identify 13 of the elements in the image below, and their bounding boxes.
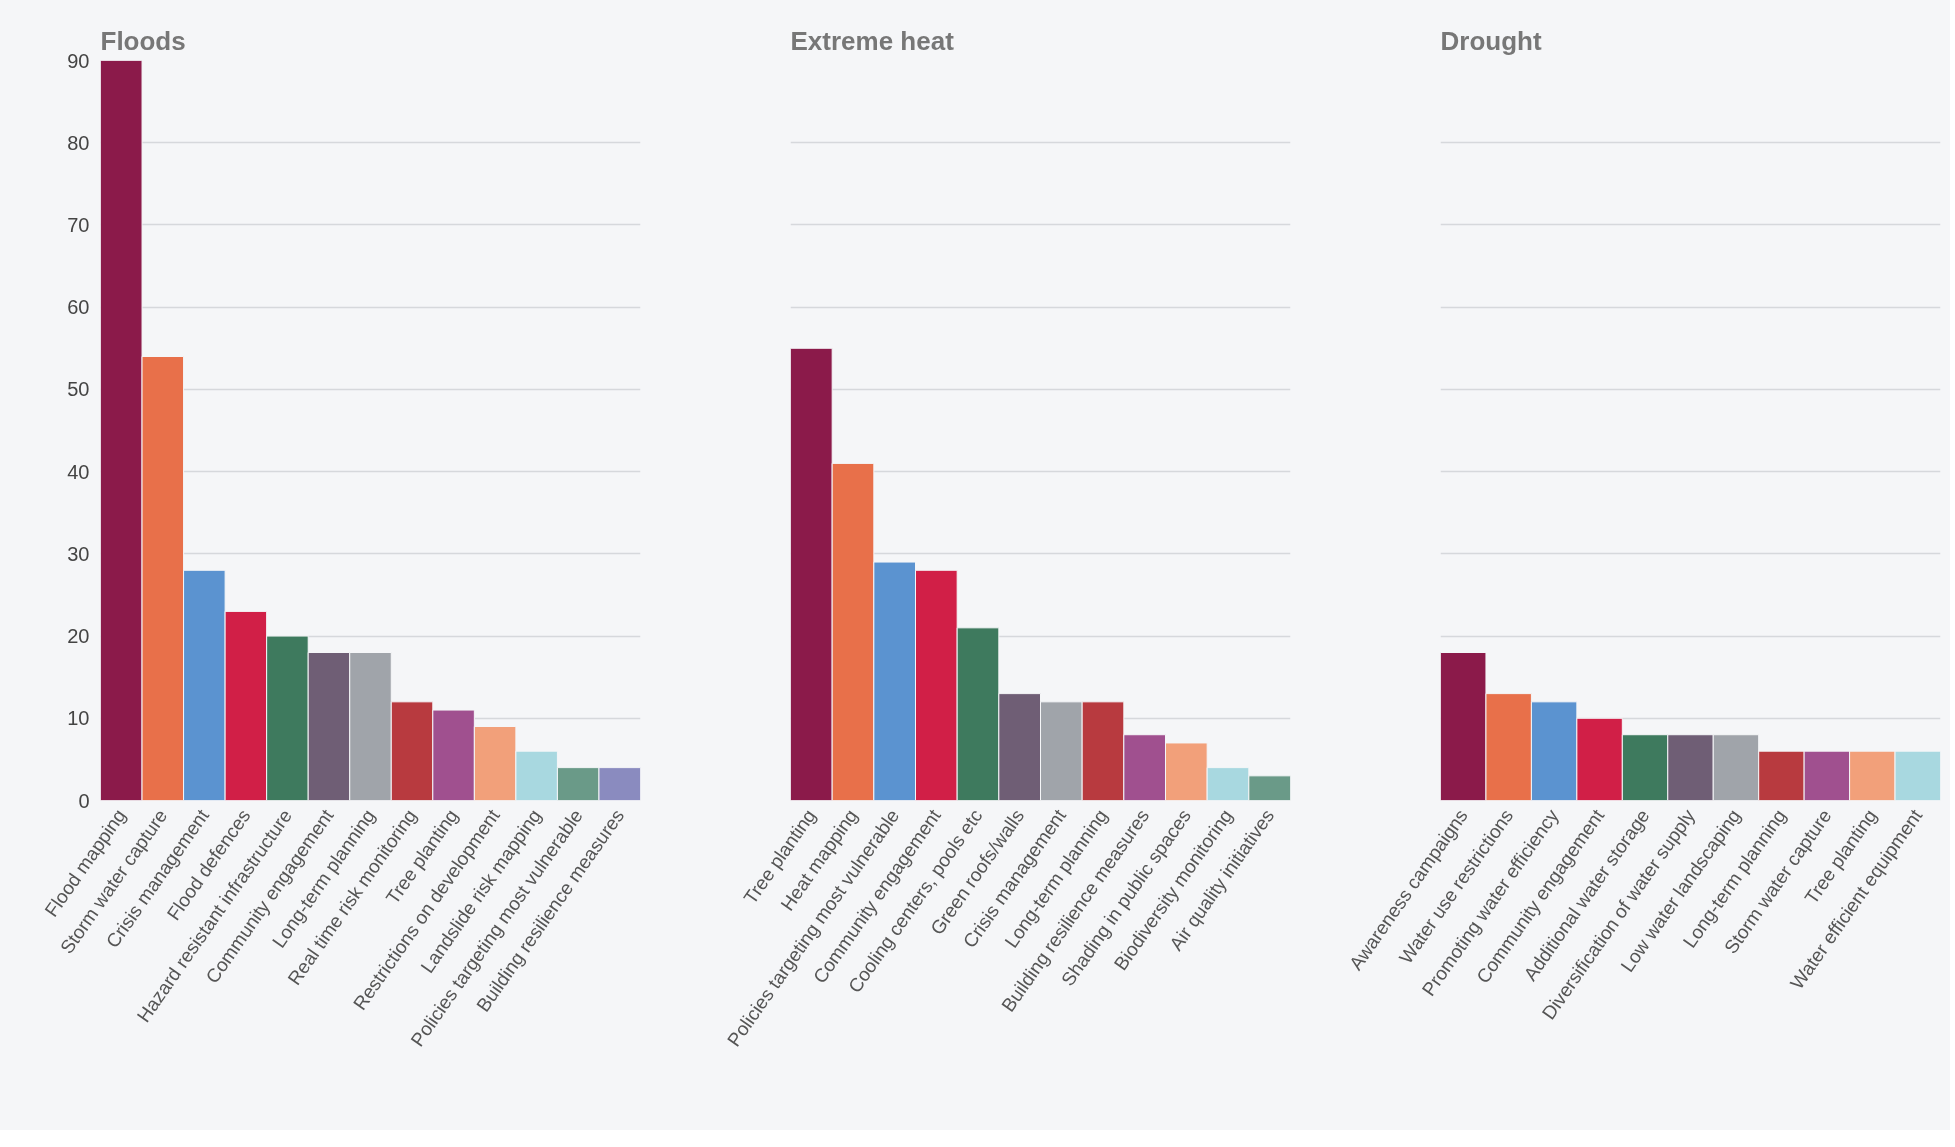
chart-title: Floods <box>100 25 186 56</box>
y-tick-label: 50 <box>67 378 90 401</box>
y-tick-label: 70 <box>67 213 90 236</box>
y-tick-label: 10 <box>67 707 90 730</box>
y-tick-label: 30 <box>67 542 90 565</box>
y-tick-label: 0 <box>78 789 90 812</box>
y-tick-label: 20 <box>67 625 90 648</box>
chart-title: Extreme heat <box>790 25 955 56</box>
y-tick-label: 60 <box>67 296 90 319</box>
y-tick-label: 90 <box>67 49 90 72</box>
y-tick-label: 80 <box>67 131 90 154</box>
y-tick-label: 40 <box>67 460 90 483</box>
chart-title: Drought <box>1440 25 1542 56</box>
